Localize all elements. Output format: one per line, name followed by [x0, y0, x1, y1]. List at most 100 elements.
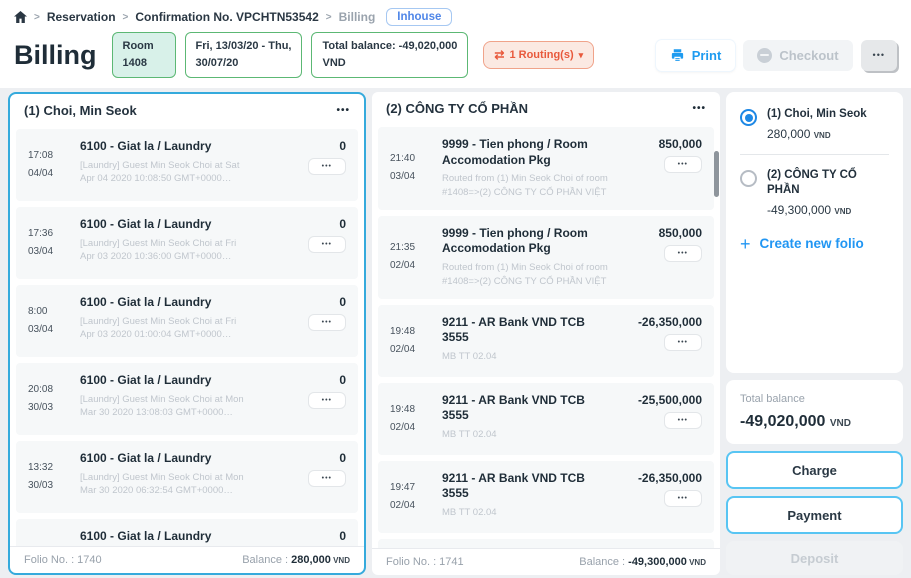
transaction-description: Routed from (1) Min Seok Choi of room #1…: [442, 262, 608, 287]
transaction-description: MB TT 02.04: [442, 350, 497, 362]
total-balance-card: Total balance -49,020,000 VND: [726, 380, 903, 445]
transaction-amount: 0: [339, 451, 346, 466]
transaction-menu-button[interactable]: •••: [307, 470, 346, 488]
folio-header: (2) CÔNG TY CỔ PHẦN •••: [372, 92, 720, 123]
print-button[interactable]: Print: [655, 39, 736, 71]
folio-option-label: (1) Choi, Min Seok: [767, 108, 867, 121]
total-balance-value: -49,020,000 VND: [740, 413, 889, 431]
folio-selector-card: (1) Choi, Min Seok 280,000 VND (2) CÔNG TY…: [726, 92, 903, 374]
transaction-menu-button[interactable]: •••: [663, 489, 702, 507]
transaction-menu-button[interactable]: •••: [663, 156, 702, 174]
transaction-description: [Laundry] Guest Min Seok Choi at Mon Mar…: [80, 471, 244, 497]
transaction-row: 19:48 02/04 9211 - AR Bank VND TCB 3555 MB …: [378, 382, 714, 455]
transaction-list: 17:08 04/04 6100 - Giat la / Laundry [Laund…: [10, 125, 364, 547]
transaction-info: 9211 - AR Bank VND TCB 3555 MB TT 02.04: [442, 315, 608, 367]
transaction-datetime: 21:40 03/04: [390, 150, 434, 186]
more-actions-button[interactable]: •••: [860, 39, 897, 71]
transaction-menu-button[interactable]: •••: [307, 392, 346, 410]
header-actions: Print Checkout •••: [655, 39, 897, 71]
folio-footer: Folio No. : 1740 Balance : 280,000 VND: [10, 546, 364, 573]
folio-menu-button[interactable]: •••: [336, 105, 350, 117]
create-new-folio-button[interactable]: + Create new folio: [740, 235, 864, 253]
folio-panel: (2) CÔNG TY CỔ PHẦN ••• 21:40 03/04 9999 - T…: [372, 92, 720, 576]
transaction-info: 6100 - Giat la / Laundry [Laundry] Guest …: [80, 139, 252, 191]
folio-option[interactable]: (1) Choi, Min Seok 280,000 VND: [740, 105, 889, 143]
folio-balance-label: Balance :: [242, 554, 292, 567]
transaction-description: [Laundry] Guest Min Seok Choi at Mon Mar…: [80, 393, 244, 419]
chevron-down-icon: ▾: [578, 49, 584, 60]
folio-option[interactable]: (2) CÔNG TY CỔ PHẦN -49,300,000 VND: [740, 166, 889, 219]
charge-button[interactable]: Charge: [726, 451, 903, 490]
transaction-actions: -26,350,000 •••: [616, 315, 702, 367]
transaction-row: 21:35 02/04 9999 - Tien phong / Room Accom…: [378, 215, 714, 299]
transaction-time: 17:08: [28, 150, 54, 162]
routing-dropdown-button[interactable]: ⇄ 1 Routing(s) ▾: [483, 41, 595, 70]
transaction-info: 6100 - Giat la / Laundry [Laundry] Guest …: [80, 295, 252, 347]
transaction-title: 9211 - AR Bank VND TCB 3555: [442, 314, 585, 345]
folio-number: Folio No. : 1740: [24, 554, 102, 567]
room-chip: Room 1408: [111, 32, 176, 79]
transaction-amount: 0: [339, 529, 346, 544]
scrollbar-thumb[interactable]: [714, 151, 719, 198]
payment-button[interactable]: Payment: [726, 496, 903, 535]
radio-unselected-icon[interactable]: [740, 170, 757, 188]
breadcrumb-item[interactable]: Confirmation No. VPCHTN53542: [135, 10, 319, 24]
transaction-title: 9999 - Tien phong / Room Accomodation Pk…: [442, 225, 588, 256]
stay-dates-chip: Fri, 13/03/20 - Thu, 30/07/20: [184, 32, 303, 79]
transaction-description: [Laundry] Guest Min Seok Choi at Fri Apr…: [80, 315, 237, 341]
transaction-description: [Laundry] Guest Min Seok Choi at Sat Apr…: [80, 159, 240, 185]
folio-header: (1) Choi, Min Seok •••: [10, 94, 364, 125]
transaction-description: MB TT 02.04: [442, 428, 497, 440]
transaction-row: 17:36 03/04 6100 - Giat la / Laundry [Laund…: [16, 207, 358, 280]
transaction-actions: 850,000 •••: [616, 226, 702, 289]
transaction-title: 9211 - AR Bank VND TCB 3555: [442, 392, 585, 423]
transaction-row: 13:32 30/03 6100 - Giat la / Laundry [Laund…: [16, 441, 358, 514]
folio-balance-value: -49,300,000: [628, 556, 687, 569]
home-icon[interactable]: [14, 11, 27, 23]
routing-label: 1 Routing(s): [509, 49, 574, 62]
transaction-info: 9211 - AR Bank VND TCB 3555 MB TT 02.04: [442, 471, 608, 523]
folio-option-text: (2) CÔNG TY CỔ PHẦN -49,300,000 VND: [767, 168, 889, 217]
checkout-button[interactable]: Checkout: [743, 39, 853, 71]
print-label: Print: [691, 47, 722, 63]
currency-label: VND: [834, 206, 852, 216]
transaction-info: 9999 - Tien phong / Room Accomodation Pk…: [442, 226, 608, 289]
breadcrumb-item[interactable]: Reservation: [46, 10, 116, 24]
transaction-row: 19:47 02/04 9211 - AR Bank VND TCB 3555 MB …: [378, 460, 714, 533]
transaction-menu-button[interactable]: •••: [307, 158, 346, 176]
transaction-menu-button[interactable]: •••: [663, 333, 702, 351]
transaction-actions: -25,500,000 •••: [616, 393, 702, 445]
transaction-datetime: 17:36 03/04: [28, 225, 72, 261]
folio-menu-button[interactable]: •••: [692, 103, 706, 115]
transaction-time: 19:47: [390, 481, 416, 493]
currency-label: VND: [686, 558, 706, 568]
transaction-info: 9211 - AR Bank VND TCB 3555 MB TT 02.04: [442, 393, 608, 445]
transaction-time: 19:48: [390, 403, 416, 415]
transaction-amount: 850,000: [658, 225, 702, 240]
total-balance-chip-line2: VND: [322, 57, 346, 70]
folio-option-text: (1) Choi, Min Seok 280,000 VND: [767, 107, 867, 141]
create-new-folio-label: Create new folio: [759, 236, 864, 252]
transaction-date: 30/03: [28, 402, 54, 414]
transaction-datetime: 13:32 30/03: [28, 459, 72, 495]
currency-label: VND: [330, 556, 350, 566]
deposit-button[interactable]: Deposit: [726, 541, 903, 576]
transaction-menu-button[interactable]: •••: [307, 314, 346, 332]
transaction-menu-button[interactable]: •••: [307, 236, 346, 254]
folio-number: Folio No. : 1741: [386, 556, 464, 569]
transaction-menu-button[interactable]: •••: [663, 244, 702, 262]
transaction-row: 21:40 03/04 9999 - Tien phong / Room Accom…: [378, 127, 714, 210]
transaction-row: 19:48 02/04 9211 - AR Bank VND TCB 3555 MB …: [378, 304, 714, 377]
radio-selected-icon[interactable]: [740, 109, 757, 127]
transaction-datetime: 21:35 02/04: [390, 239, 434, 275]
transaction-title: 6100 - Giat la / Laundry: [80, 295, 212, 310]
billing-header: Billing Room 1408 Fri, 13/03/20 - Thu, 3…: [14, 32, 897, 79]
transaction-date: 03/04: [390, 171, 416, 183]
transaction-description: [Laundry] Guest Min Seok Choi at Fri Apr…: [80, 237, 237, 263]
transaction-info: 6100 - Giat la / Laundry [Laundry] Guest …: [80, 217, 252, 269]
folio-option-amount: 280,000 VND: [767, 127, 831, 142]
breadcrumb: > Reservation > Confirmation No. VPCHTN5354…: [14, 8, 897, 26]
transaction-menu-button[interactable]: •••: [663, 411, 702, 429]
transaction-row: 8:00 03/04 6100 - Giat la / Laundry [Laundr…: [16, 285, 358, 358]
transaction-info: 9999 - Tien phong / Room Accomodation Pk…: [442, 137, 608, 200]
